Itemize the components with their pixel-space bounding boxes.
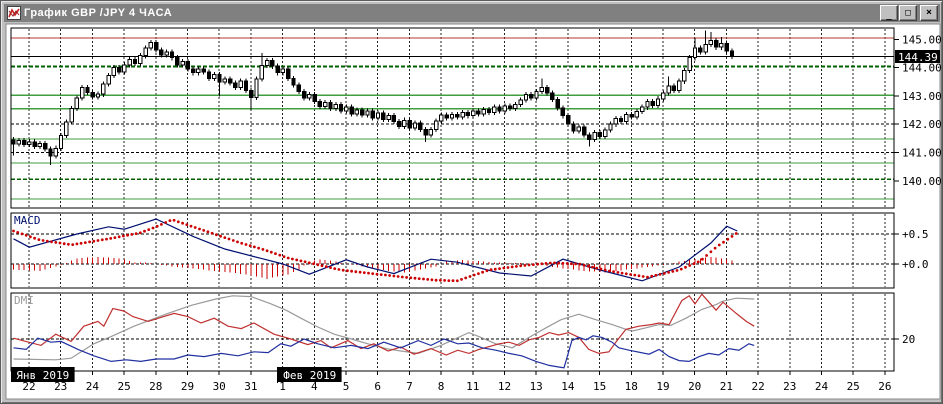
svg-text:30: 30 [213,380,226,393]
maximize-button[interactable]: □ [899,5,917,21]
svg-text:11: 11 [466,380,479,393]
macd-signal-line [12,218,738,283]
svg-text:29: 29 [181,380,194,393]
macd-panel: MACD [11,214,894,283]
current-price-badge: 144.39 [895,50,940,64]
svg-text:25: 25 [117,380,130,393]
dmi-axis: 20 [894,333,915,346]
svg-text:18: 18 [625,380,638,393]
svg-text:DMI: DMI [14,294,34,307]
svg-text:12: 12 [498,380,511,393]
svg-text:21: 21 [720,380,733,393]
svg-text:+0.5: +0.5 [902,228,929,241]
svg-text:142.00: 142.00 [902,118,942,131]
svg-text:23: 23 [54,380,67,393]
svg-text:22: 22 [751,380,764,393]
price-axis: 145.00 144.00 143.00 142.00 141.00 140.00 144.… [894,33,942,188]
svg-text:26: 26 [878,380,891,393]
svg-text:4: 4 [311,380,318,393]
support-resistance-lines [11,37,894,200]
window-title: График GBP /JPY 4 ЧАСА [24,7,173,19]
svg-text:144.00: 144.00 [902,62,942,75]
svg-text:Янв 2019: Янв 2019 [16,369,69,382]
dmi-minus-di-line [13,335,755,369]
svg-text:20: 20 [902,333,915,346]
svg-text:31: 31 [244,380,257,393]
chart-app-icon [7,6,21,20]
close-button[interactable]: × [920,5,938,21]
macd-line [13,218,738,282]
macd-histogram [13,257,733,279]
svg-text:6: 6 [374,380,381,393]
dmi-panel: DMI [11,293,894,369]
minimize-button[interactable]: _ [880,5,898,21]
date-axis: 22 23 24 25 28 29 30 31 1 4 5 6 7 8 11 12 13 14 15 18 19 20 21… [11,367,892,393]
month-label-1: Фев 2019 [278,367,342,382]
svg-text:20: 20 [688,380,701,393]
svg-text:5: 5 [343,380,350,393]
svg-text:MACD: MACD [14,214,41,227]
dmi-plus-di-line [13,293,755,356]
svg-text:19: 19 [656,380,669,393]
svg-text:8: 8 [438,380,445,393]
svg-text:23: 23 [783,380,796,393]
svg-text:24: 24 [815,380,829,393]
candles [11,30,735,165]
svg-text:28: 28 [149,380,162,393]
svg-text:15: 15 [593,380,606,393]
svg-text:1: 1 [279,380,286,393]
svg-text:141.00: 141.00 [902,147,942,160]
svg-text:24: 24 [86,380,100,393]
month-label-0: Янв 2019 [11,367,75,382]
svg-text:145.00: 145.00 [902,33,942,46]
svg-text:22: 22 [22,380,35,393]
svg-text:+0.0: +0.0 [902,258,929,271]
titlebar[interactable]: График GBP /JPY 4 ЧАСА _ □ × [4,4,940,22]
svg-text:7: 7 [406,380,413,393]
svg-text:144.39: 144.39 [898,51,938,64]
svg-text:143.00: 143.00 [902,90,942,103]
svg-text:14: 14 [561,380,575,393]
svg-text:140.00: 140.00 [902,175,942,188]
macd-axis: +0.5 +0.0 [894,228,929,271]
svg-text:25: 25 [847,380,860,393]
svg-text:Фев 2019: Фев 2019 [283,369,336,382]
svg-text:13: 13 [530,380,543,393]
